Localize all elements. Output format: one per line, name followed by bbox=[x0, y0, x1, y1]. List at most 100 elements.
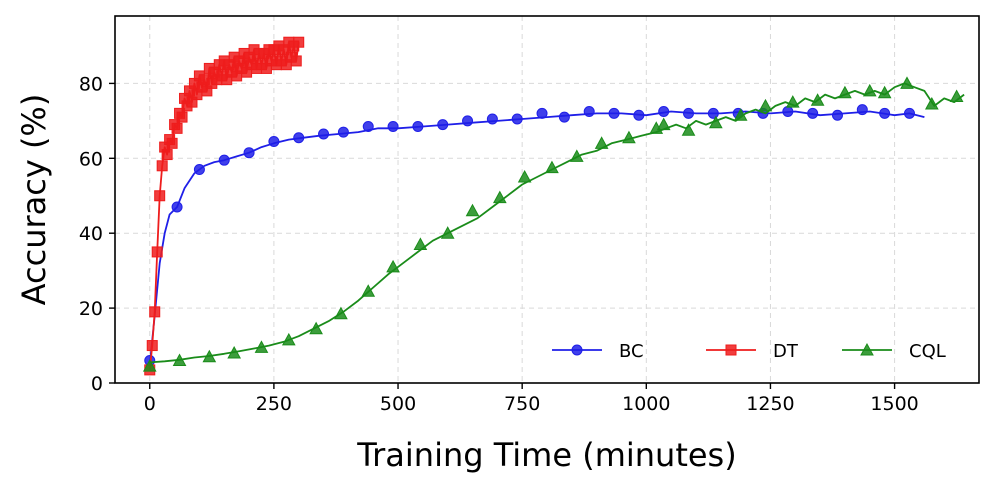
legend-item-cql: CQL bbox=[842, 341, 946, 362]
cql-point bbox=[733, 108, 748, 121]
bc-point bbox=[633, 109, 645, 121]
cql-point bbox=[900, 76, 914, 89]
legend-marker bbox=[571, 344, 583, 356]
axis-ticks: 0 250 500 750 1000 1250 1500 0 20 40 60 80 bbox=[79, 73, 919, 415]
cql-point bbox=[758, 98, 773, 112]
cql-point bbox=[622, 130, 636, 144]
dt-point bbox=[156, 160, 168, 172]
cql-point bbox=[708, 115, 723, 129]
legend-label: DT bbox=[773, 341, 799, 362]
x-tick-label: 1500 bbox=[870, 393, 918, 415]
bc-point bbox=[879, 107, 891, 119]
bc-point bbox=[558, 111, 570, 123]
cql-point bbox=[810, 93, 825, 106]
dt-point bbox=[290, 55, 302, 67]
x-tick-label: 250 bbox=[256, 393, 292, 415]
bc-point bbox=[511, 113, 523, 125]
cql-point bbox=[838, 85, 852, 99]
cql-point bbox=[877, 85, 892, 99]
x-tick-label: 1250 bbox=[746, 393, 794, 415]
legend-item-bc: BC bbox=[552, 341, 644, 362]
bc-point bbox=[437, 119, 449, 131]
bc-point bbox=[171, 201, 183, 213]
cql-point bbox=[594, 136, 609, 149]
cql-line bbox=[149, 82, 965, 364]
cql-point bbox=[386, 259, 400, 273]
dt-point bbox=[171, 122, 183, 134]
x-tick-label: 0 bbox=[144, 393, 156, 415]
bc-point bbox=[362, 120, 374, 132]
cql-point bbox=[465, 203, 480, 217]
y-tick-label: 60 bbox=[79, 148, 103, 170]
cql-point bbox=[172, 353, 187, 367]
legend-marker bbox=[860, 342, 874, 356]
cql-point bbox=[681, 123, 696, 136]
x-tick-label: 500 bbox=[380, 393, 416, 415]
bc-point bbox=[293, 132, 305, 144]
cql-point bbox=[413, 237, 428, 250]
bc-point bbox=[243, 147, 255, 159]
cql-point bbox=[517, 169, 532, 183]
plot-series bbox=[142, 36, 965, 376]
cql-point bbox=[569, 149, 584, 162]
bc-point bbox=[486, 113, 498, 125]
bc-point bbox=[193, 164, 205, 176]
bc-point bbox=[387, 120, 399, 132]
bc-point bbox=[462, 115, 474, 127]
bc-point bbox=[707, 107, 719, 119]
cql-point bbox=[254, 340, 269, 353]
series-bc bbox=[144, 104, 925, 367]
cql-point bbox=[227, 345, 242, 359]
dt-point bbox=[151, 246, 163, 258]
y-tick-label: 40 bbox=[79, 223, 103, 245]
dt-point bbox=[154, 190, 166, 202]
series-cql bbox=[142, 76, 965, 372]
bc-point bbox=[831, 109, 843, 121]
x-tick-label: 1000 bbox=[622, 393, 670, 415]
bc-point bbox=[856, 104, 868, 116]
cql-point bbox=[281, 332, 296, 346]
legend-label: BC bbox=[619, 341, 644, 362]
cql-point bbox=[361, 284, 376, 297]
x-tick-label: 750 bbox=[504, 393, 540, 415]
cql-point bbox=[949, 89, 964, 103]
cql-point bbox=[440, 226, 455, 239]
dt-point bbox=[149, 306, 161, 318]
dt-point bbox=[176, 111, 188, 123]
legend-marker bbox=[725, 344, 737, 356]
cql-point bbox=[862, 83, 877, 97]
y-axis-title: Accuracy (%) bbox=[15, 94, 53, 306]
cql-point bbox=[656, 117, 671, 131]
legend-item-dt: DT bbox=[706, 341, 799, 362]
bc-point bbox=[782, 105, 794, 117]
dt-point bbox=[166, 137, 178, 149]
cql-point bbox=[309, 321, 323, 335]
bc-point bbox=[536, 107, 548, 119]
bc-point bbox=[583, 105, 595, 117]
y-tick-label: 80 bbox=[79, 73, 103, 95]
cql-point bbox=[142, 359, 157, 372]
legend-label: CQL bbox=[909, 341, 946, 362]
cql-point bbox=[924, 96, 939, 110]
cql-point bbox=[492, 190, 507, 204]
bc-point bbox=[683, 107, 695, 119]
bc-point bbox=[608, 107, 620, 119]
bc-point bbox=[807, 107, 819, 119]
legend: BC DT CQL bbox=[552, 341, 946, 362]
bc-point bbox=[337, 126, 349, 138]
y-tick-label: 20 bbox=[79, 298, 103, 320]
dt-point bbox=[146, 340, 158, 352]
cql-point bbox=[202, 349, 217, 363]
series-dt bbox=[144, 36, 305, 376]
dt-point bbox=[293, 36, 305, 48]
bc-point bbox=[218, 154, 230, 166]
bc-point bbox=[268, 135, 280, 147]
bc-point bbox=[903, 107, 915, 119]
bc-point bbox=[658, 105, 670, 117]
plot-frame bbox=[114, 15, 980, 384]
x-axis-title: Training Time (minutes) bbox=[356, 436, 736, 474]
cql-point bbox=[545, 160, 559, 174]
dt-point bbox=[161, 149, 173, 161]
bc-point bbox=[412, 120, 424, 132]
